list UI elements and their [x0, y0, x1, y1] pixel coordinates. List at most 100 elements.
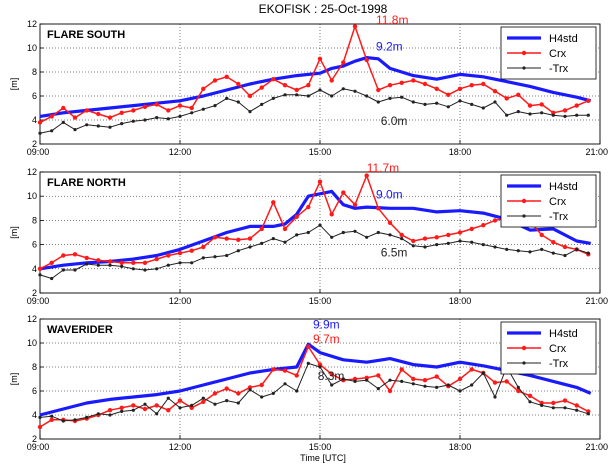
data-point: [282, 368, 288, 373]
data-point: [376, 230, 380, 235]
data-point: [341, 87, 345, 91]
data-point: [470, 240, 474, 244]
data-point: [224, 386, 229, 391]
data-point: [317, 179, 323, 184]
legend-label: -Trx: [549, 63, 569, 75]
data-point: [341, 60, 346, 65]
data-point: [493, 245, 497, 249]
data-point: [131, 267, 135, 271]
data-point: [551, 406, 555, 410]
data-point: [434, 86, 439, 92]
data-point: [212, 391, 218, 396]
data-point: [154, 403, 159, 408]
data-point: [283, 93, 287, 97]
data-point: [376, 87, 381, 93]
y-tick-label: 12: [27, 167, 37, 177]
data-point: [539, 232, 544, 238]
legend-marker: [521, 198, 527, 204]
data-point: [400, 237, 404, 241]
data-point: [282, 83, 288, 88]
data-point: [85, 262, 89, 266]
data-point: [50, 414, 54, 418]
data-point: [551, 251, 555, 255]
annotation-label: 8.3m: [318, 369, 345, 383]
axes-frame: [39, 318, 601, 440]
data-point: [166, 396, 170, 400]
data-point: [493, 100, 497, 104]
legend-marker: [522, 66, 526, 70]
data-point: [562, 244, 568, 250]
y-axis-label: [m]: [9, 226, 19, 239]
figure-title: EKOFISK : 25-Oct-1998: [259, 2, 388, 16]
data-point: [399, 232, 404, 238]
panel-title: FLARE NORTH: [47, 177, 126, 189]
data-point: [236, 401, 240, 405]
data-point: [259, 226, 264, 232]
data-point: [108, 413, 112, 417]
data-point: [469, 226, 474, 232]
data-point: [143, 268, 147, 272]
data-point: [330, 383, 334, 387]
data-point: [247, 385, 253, 390]
data-point: [492, 380, 498, 385]
data-point: [154, 256, 159, 262]
data-point: [492, 218, 498, 223]
annotation-label: 6.0m: [381, 114, 408, 128]
data-point: [306, 361, 310, 365]
data-point: [131, 260, 136, 265]
data-point: [61, 268, 65, 272]
data-point: [317, 362, 323, 367]
data-point: [189, 405, 194, 410]
data-point: [155, 412, 159, 416]
data-point: [388, 378, 392, 382]
data-point: [120, 409, 124, 413]
data-point: [376, 206, 381, 211]
data-point: [236, 249, 240, 253]
panel-2: 2 4 6 8 10 12 09:00 12:00 15:00 18:00 21:00 [m] FLAR…: [9, 161, 608, 306]
data-point: [457, 86, 463, 92]
data-point: [492, 89, 498, 94]
data-point: [224, 236, 229, 241]
data-point: [271, 77, 276, 82]
data-point: [72, 115, 78, 120]
series-line-trx: [39, 224, 589, 279]
data-point: [236, 100, 240, 104]
data-point: [562, 398, 568, 403]
data-point: [247, 93, 253, 99]
data-point: [259, 382, 264, 388]
data-point: [586, 412, 590, 416]
data-point: [259, 85, 264, 90]
legend-label: H4std: [549, 328, 578, 340]
data-point: [96, 412, 100, 416]
data-point: [142, 104, 148, 110]
data-point: [527, 393, 533, 398]
data-point: [166, 263, 170, 267]
data-point: [178, 406, 182, 410]
y-tick-label: 12: [27, 314, 37, 324]
y-tick-label: 2: [32, 288, 37, 298]
data-point: [108, 125, 112, 129]
data-point: [50, 129, 54, 133]
data-point: [224, 74, 229, 80]
data-point: [37, 120, 43, 125]
data-point: [271, 96, 275, 100]
data-point: [96, 124, 100, 128]
data-point: [435, 243, 439, 247]
data-point: [295, 389, 299, 393]
data-point: [469, 83, 474, 88]
legend-label: -Trx: [549, 358, 569, 370]
series-line-trx: [39, 88, 589, 134]
data-point: [294, 214, 299, 219]
data-point: [225, 96, 229, 100]
data-point: [318, 223, 322, 227]
legend-label: Crx: [549, 48, 567, 60]
data-point: [283, 240, 287, 244]
data-point: [364, 57, 369, 63]
data-point: [540, 111, 544, 115]
x-tick-label: 15:00: [309, 442, 332, 452]
data-point: [190, 403, 194, 407]
data-point: [551, 240, 556, 245]
data-point: [107, 259, 113, 264]
data-point: [458, 389, 462, 393]
